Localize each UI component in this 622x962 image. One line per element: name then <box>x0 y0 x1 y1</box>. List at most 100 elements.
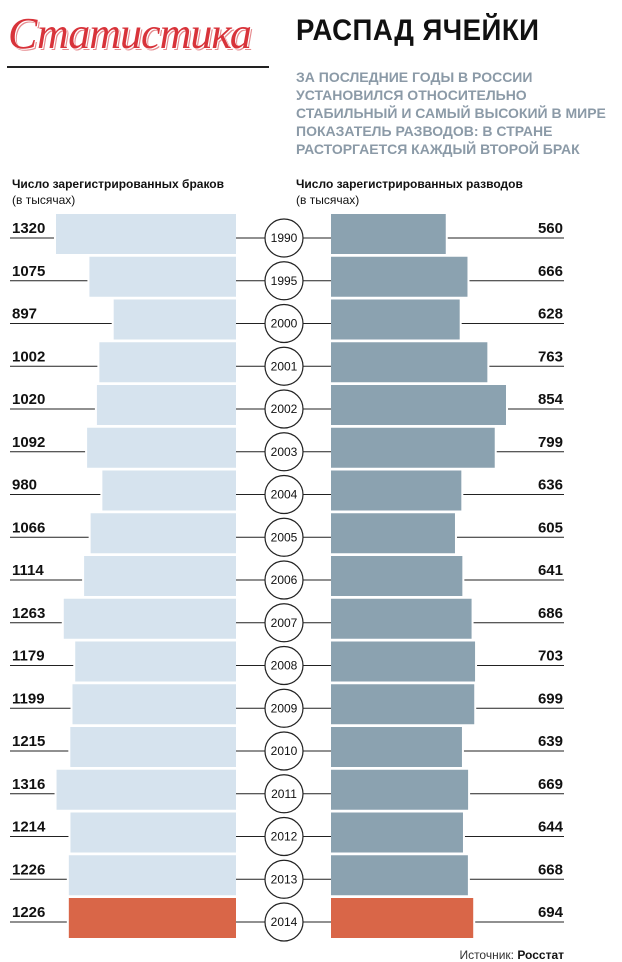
year-circle-1995 <box>264 261 304 301</box>
year-label-1995: 1995 <box>271 274 298 288</box>
divorce-bar-2009 <box>331 684 475 725</box>
brand-divider <box>7 66 269 68</box>
divorce-bar-2001 <box>331 342 488 383</box>
marriage-bar-2010 <box>70 727 237 767</box>
marriage-bar-2002 <box>96 385 236 425</box>
marriage-value-2008: 1179 <box>12 648 45 665</box>
year-label-2014: 2014 <box>271 915 298 929</box>
marriage-value-2014: 1226 <box>12 904 45 921</box>
marriage-bar-2001 <box>99 342 236 383</box>
marriages-label-title: Число зарегистрированных браков <box>12 177 225 191</box>
year-circle-2000 <box>264 303 304 344</box>
marriage-bar-2014 <box>68 898 237 938</box>
year-circle-2008 <box>264 645 304 686</box>
marriage-value-2001: 1002 <box>12 348 45 365</box>
year-circle-2006 <box>264 560 304 600</box>
marriage-bar-2006 <box>84 556 236 596</box>
year-circle-2007 <box>264 603 304 643</box>
marriage-bar-2009 <box>72 684 236 725</box>
marriage-bar-2005 <box>90 513 237 554</box>
page-title: РАСПАД ЯЧЕЙКИ <box>296 14 540 47</box>
marriages-label-unit: (в тысячах) <box>12 193 76 207</box>
year-label-2003: 2003 <box>271 445 298 459</box>
year-label-2007: 2007 <box>271 616 298 630</box>
divorce-value-2005: 605 <box>538 519 563 536</box>
divorce-bar-2006 <box>331 556 463 596</box>
marriage-value-2003: 1092 <box>12 434 45 451</box>
year-circle-2005 <box>264 517 304 557</box>
divorce-bar-2002 <box>331 385 506 425</box>
divorce-bar-2011 <box>331 769 469 810</box>
marriage-bar-2000 <box>113 299 236 340</box>
marriage-bar-2008 <box>75 641 237 682</box>
marriage-value-2011: 1316 <box>12 776 45 793</box>
divorces-label: Число зарегистрированных разводов (в тыс… <box>296 176 523 208</box>
year-circle-2002 <box>264 389 304 429</box>
year-label-2010: 2010 <box>271 744 298 758</box>
marriage-value-2006: 1114 <box>12 562 44 579</box>
year-circle-2013 <box>264 859 304 899</box>
brand-logo: Статистика <box>2 2 272 68</box>
marriage-bar-1995 <box>89 256 236 297</box>
marriage-bar-2011 <box>56 769 236 810</box>
divorces-label-unit: (в тысячах) <box>296 193 360 207</box>
year-circle-2001 <box>264 346 304 386</box>
year-circle-2004 <box>264 474 304 515</box>
marriage-value-2000: 897 <box>12 306 37 323</box>
marriage-value-2013: 1226 <box>12 861 45 878</box>
source-name: Росстат <box>517 948 564 962</box>
marriage-bar-2007 <box>63 598 236 639</box>
year-circle-2009 <box>264 688 304 728</box>
year-label-1990: 1990 <box>271 231 298 245</box>
divorce-value-2010: 639 <box>538 733 563 750</box>
year-circle-2010 <box>264 731 304 771</box>
marriage-bar-1990 <box>56 214 236 254</box>
divorce-bar-2005 <box>331 513 455 554</box>
divorce-value-2013: 668 <box>538 861 563 878</box>
divorce-value-1990: 560 <box>538 220 563 237</box>
year-label-2009: 2009 <box>271 701 298 715</box>
divorce-bar-2003 <box>331 427 495 468</box>
source-prefix: Источник: <box>459 948 514 962</box>
year-label-2005: 2005 <box>271 530 298 544</box>
year-label-2001: 2001 <box>271 359 298 373</box>
divorce-value-2003: 799 <box>538 434 563 451</box>
year-label-2012: 2012 <box>271 830 298 844</box>
brand-text: Статистика <box>8 9 252 58</box>
year-label-2006: 2006 <box>271 573 298 587</box>
divorces-label-title: Число зарегистрированных разводов <box>296 177 523 191</box>
marriage-value-2009: 1199 <box>12 690 45 707</box>
year-label-2011: 2011 <box>271 787 297 801</box>
marriage-value-2004: 980 <box>12 477 37 494</box>
divorce-bar-2014 <box>331 898 474 938</box>
marriages-label: Число зарегистрированных браков (в тысяч… <box>12 176 224 208</box>
divorce-value-1995: 666 <box>538 263 563 280</box>
marriage-value-1990: 1320 <box>12 220 45 237</box>
year-label-2013: 2013 <box>271 872 298 886</box>
year-circle-2003 <box>264 432 304 472</box>
divorce-value-2008: 703 <box>538 648 563 665</box>
divorce-value-2009: 699 <box>538 690 563 707</box>
marriage-value-2005: 1066 <box>12 519 45 536</box>
year-label-2008: 2008 <box>271 659 298 673</box>
divorce-bar-2012 <box>331 812 463 853</box>
divorce-value-2014: 694 <box>538 904 564 921</box>
divorce-bar-2013 <box>331 855 468 896</box>
marriage-bar-2013 <box>68 855 237 896</box>
marriage-value-2010: 1215 <box>12 733 45 750</box>
divorce-bar-2010 <box>331 727 462 767</box>
source-note: Источник: Росстат <box>459 948 564 962</box>
divorce-value-2004: 636 <box>538 477 563 494</box>
divorce-bar-2007 <box>331 598 472 639</box>
year-circle-1990 <box>264 218 304 258</box>
divorce-value-2002: 854 <box>538 391 564 408</box>
divorce-bar-2000 <box>331 299 460 340</box>
divorce-bar-2004 <box>331 470 462 511</box>
marriage-value-2002: 1020 <box>12 391 45 408</box>
marriage-bar-2004 <box>102 470 236 511</box>
marriage-value-2007: 1263 <box>12 605 45 622</box>
marriage-value-2012: 1214 <box>12 819 46 836</box>
year-circle-2011 <box>264 774 304 814</box>
year-label-2000: 2000 <box>271 317 298 331</box>
